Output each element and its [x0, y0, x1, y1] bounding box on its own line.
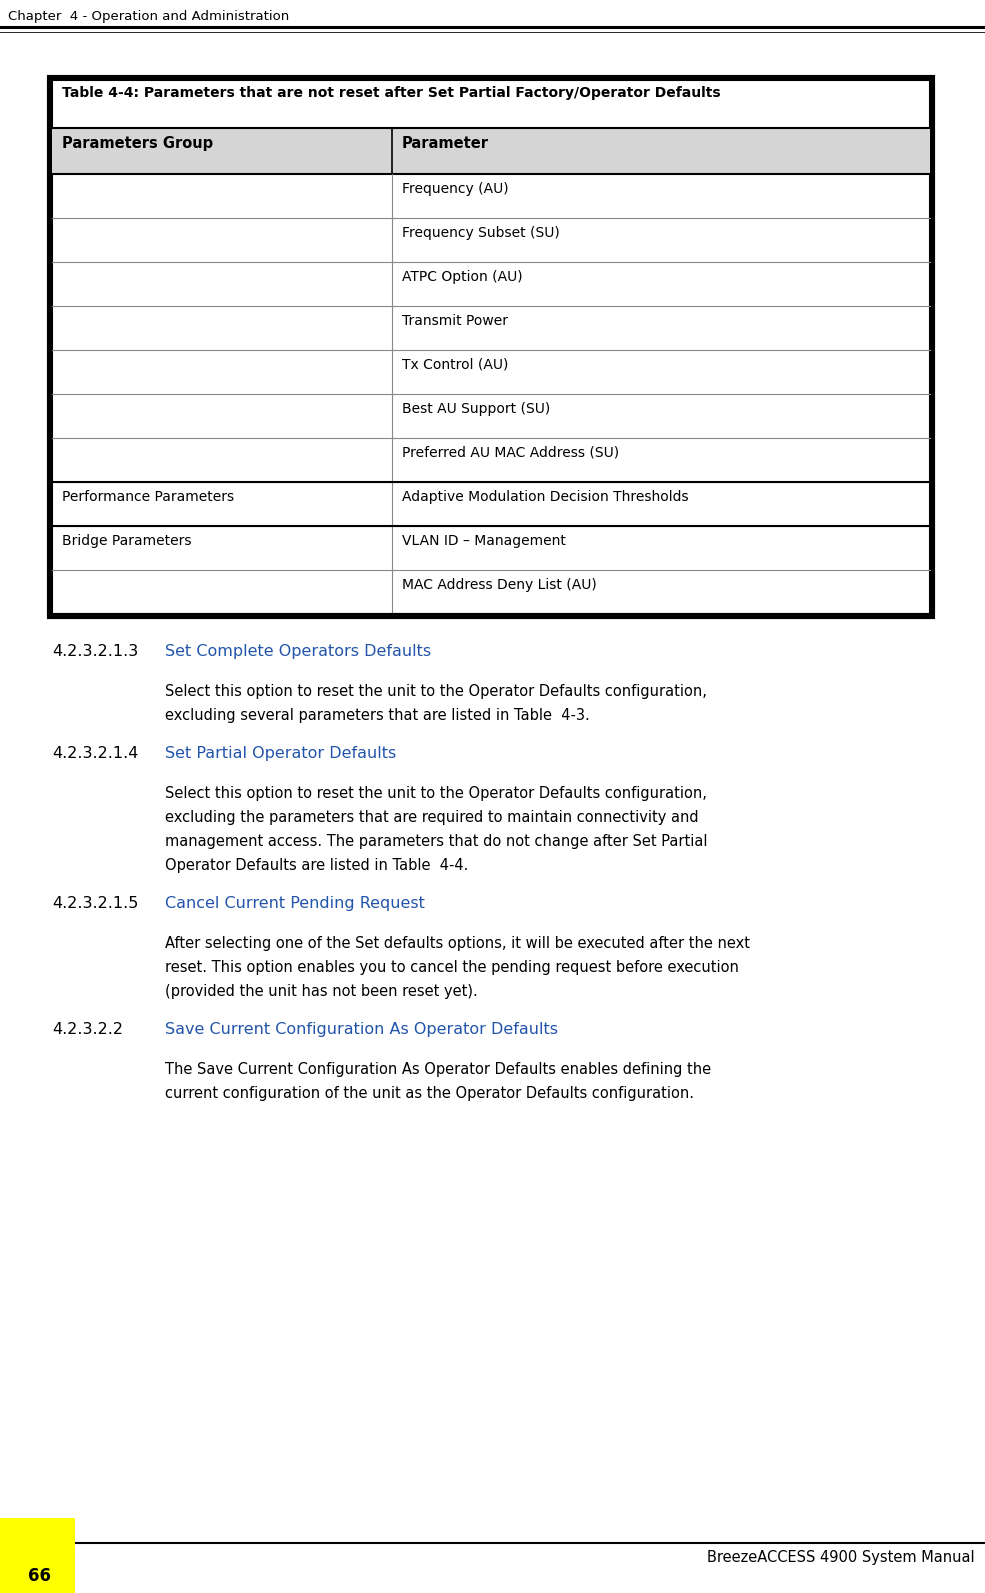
Text: Select this option to reset the unit to the Operator Defaults configuration,: Select this option to reset the unit to …: [165, 683, 707, 699]
Text: Cancel Current Pending Request: Cancel Current Pending Request: [165, 895, 425, 911]
Text: Parameters Group: Parameters Group: [62, 135, 213, 151]
Text: Set Complete Operators Defaults: Set Complete Operators Defaults: [165, 644, 431, 660]
Text: Transmit Power: Transmit Power: [402, 314, 508, 328]
Text: Adaptive Modulation Decision Thresholds: Adaptive Modulation Decision Thresholds: [402, 491, 689, 503]
Text: excluding the parameters that are required to maintain connectivity and: excluding the parameters that are requir…: [165, 809, 698, 825]
Text: Parameter: Parameter: [402, 135, 489, 151]
Bar: [49, 76, 933, 616]
Text: Preferred AU MAC Address (SU): Preferred AU MAC Address (SU): [402, 446, 620, 460]
Text: Frequency (AU): Frequency (AU): [402, 182, 508, 196]
Text: 4.2.3.2.1.4: 4.2.3.2.1.4: [52, 746, 138, 761]
Text: MAC Address Deny List (AU): MAC Address Deny List (AU): [402, 578, 597, 593]
Text: VLAN ID – Management: VLAN ID – Management: [402, 534, 565, 548]
Text: (provided the unit has not been reset yet).: (provided the unit has not been reset ye…: [165, 984, 478, 999]
Bar: [52, 127, 930, 174]
Text: Operator Defaults are listed in Table  4-4.: Operator Defaults are listed in Table 4-…: [165, 859, 469, 873]
Bar: [52, 80, 930, 613]
Text: Tx Control (AU): Tx Control (AU): [402, 358, 508, 373]
Text: Save Current Configuration As Operator Defaults: Save Current Configuration As Operator D…: [165, 1023, 558, 1037]
Text: Performance Parameters: Performance Parameters: [62, 491, 234, 503]
Text: 4.2.3.2.1.5: 4.2.3.2.1.5: [52, 895, 138, 911]
Bar: [0, 1518, 75, 1593]
Text: Set Partial Operator Defaults: Set Partial Operator Defaults: [165, 746, 396, 761]
Text: Select this option to reset the unit to the Operator Defaults configuration,: Select this option to reset the unit to …: [165, 785, 707, 801]
Text: 4.2.3.2.2: 4.2.3.2.2: [52, 1023, 123, 1037]
Text: 66: 66: [28, 1568, 51, 1585]
Text: Chapter  4 - Operation and Administration: Chapter 4 - Operation and Administration: [8, 10, 290, 22]
Text: BreezeACCESS 4900 System Manual: BreezeACCESS 4900 System Manual: [707, 1550, 975, 1564]
Text: reset. This option enables you to cancel the pending request before execution: reset. This option enables you to cancel…: [165, 961, 739, 975]
Text: Table 4-4: Parameters that are not reset after Set Partial Factory/Operator Defa: Table 4-4: Parameters that are not reset…: [62, 86, 721, 100]
Text: management access. The parameters that do not change after Set Partial: management access. The parameters that d…: [165, 835, 707, 849]
Text: Best AU Support (SU): Best AU Support (SU): [402, 401, 551, 416]
Text: Frequency Subset (SU): Frequency Subset (SU): [402, 226, 559, 241]
Text: excluding several parameters that are listed in Table  4-3.: excluding several parameters that are li…: [165, 707, 590, 723]
Text: After selecting one of the Set defaults options, it will be executed after the n: After selecting one of the Set defaults …: [165, 937, 750, 951]
Text: current configuration of the unit as the Operator Defaults configuration.: current configuration of the unit as the…: [165, 1086, 694, 1101]
Bar: [52, 80, 930, 613]
Text: 4.2.3.2.1.3: 4.2.3.2.1.3: [52, 644, 138, 660]
Text: ATPC Option (AU): ATPC Option (AU): [402, 269, 523, 284]
Text: Bridge Parameters: Bridge Parameters: [62, 534, 191, 548]
Text: The Save Current Configuration As Operator Defaults enables defining the: The Save Current Configuration As Operat…: [165, 1063, 711, 1077]
